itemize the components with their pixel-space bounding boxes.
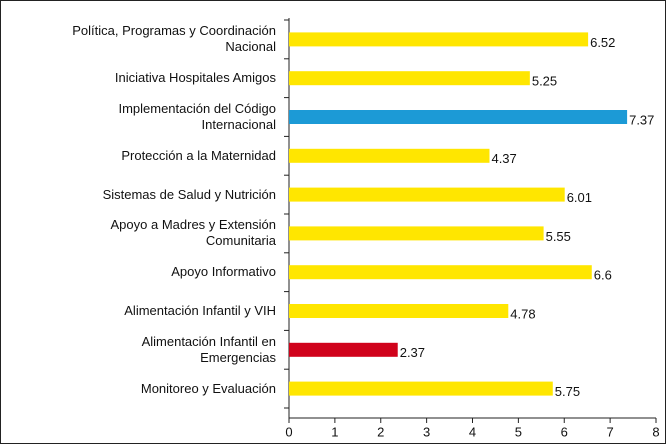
bar (289, 32, 589, 47)
x-tick-label: 5 (515, 424, 522, 439)
value-label: 6.6 (594, 268, 612, 283)
value-label: 5.25 (532, 74, 557, 89)
x-tick-label: 0 (285, 424, 292, 439)
bar (289, 304, 509, 318)
y-tick-label: Implementación del Código Internacional (118, 101, 276, 132)
bar (289, 148, 490, 163)
y-tick-label: Apoyo Informativo (171, 264, 276, 280)
value-label: 4.37 (491, 151, 516, 166)
x-tick-label: 7 (607, 424, 614, 439)
y-tick-label: Alimentación Infantil en Emergencias (141, 333, 276, 365)
x-tick-label: 3 (423, 424, 430, 439)
bar (289, 110, 628, 124)
x-tick-label: 8 (652, 424, 659, 439)
value-label: 4.78 (510, 306, 535, 321)
bar (289, 71, 530, 86)
bar (289, 265, 592, 280)
value-label: 5.55 (546, 229, 571, 244)
x-tick-label: 4 (469, 424, 476, 439)
y-tick-label: Iniciativa Hospitales Amigos (114, 70, 276, 86)
y-tick-label: Apoyo a Madres y Extensión Comunitaria (110, 217, 276, 249)
bar (289, 187, 565, 202)
y-tick-label: Sistemas de Salud y Nutrición (102, 186, 276, 202)
y-tick-label: Política, Programas y Coordinación Nacio… (72, 23, 276, 55)
value-label: 2.37 (400, 345, 425, 360)
x-tick-label: 1 (331, 424, 338, 439)
x-tick-label: 2 (377, 424, 384, 439)
value-label: 6.52 (590, 35, 615, 50)
y-tick-label: Monitoreo y Evaluación (140, 380, 276, 396)
value-label: 6.01 (567, 190, 592, 205)
bar (289, 381, 553, 396)
value-label: 5.75 (555, 384, 580, 399)
value-label: 7.37 (629, 112, 654, 127)
y-tick-label: Alimentación Infantil y VIH (124, 303, 276, 318)
x-tick-label: 6 (561, 424, 568, 439)
bar (289, 226, 544, 241)
y-tick-label: Protección a la Maternidad (121, 147, 276, 163)
bar (289, 342, 398, 357)
